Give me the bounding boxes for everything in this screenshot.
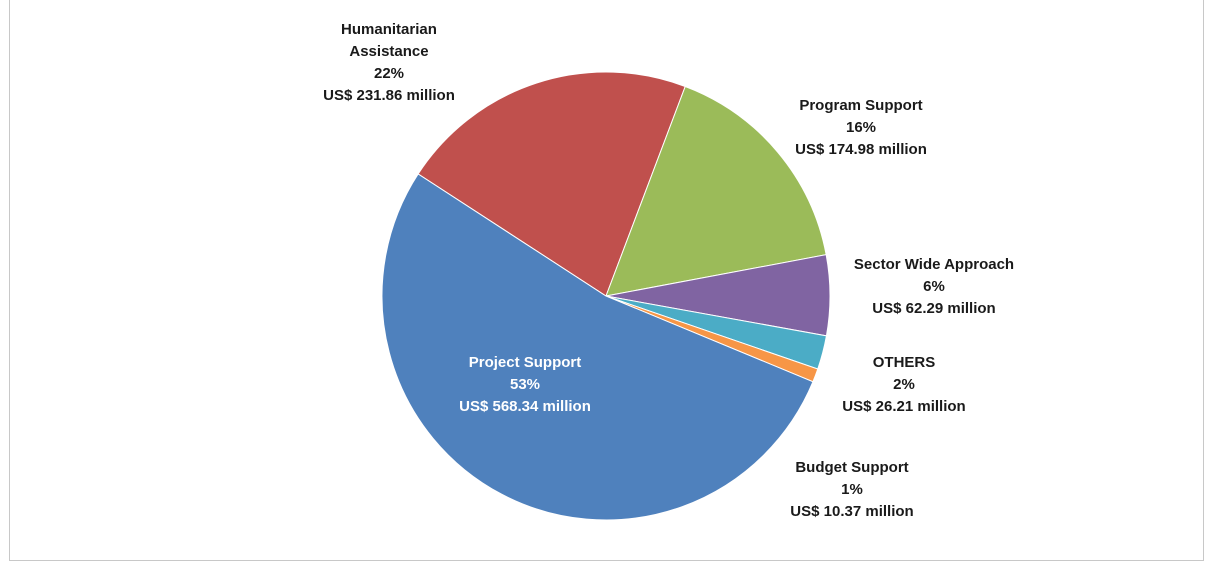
label-program-support: Program Support 16% US$ 174.98 million (795, 95, 927, 161)
label-sector-wide-approach: Sector Wide Approach 6% US$ 62.29 millio… (854, 254, 1014, 320)
slice-name-project-support: Project Support (468, 354, 582, 371)
label-budget-support: Budget Support 1% US$ 10.37 million (790, 457, 913, 523)
slice-percent-humanitarian-assistance: 22% (373, 65, 405, 82)
slice-amount-budget-support: US$ 10.37 million (790, 503, 914, 520)
slice-percent-budget-support: 1% (841, 481, 863, 498)
slice-amount-sector-wide-approach: US$ 62.29 million (872, 300, 996, 317)
slice-name-program-support: Program Support (799, 97, 923, 114)
slice-humanitarian-assistance (417, 71, 686, 297)
slice-name-humanitarian-assistance: Humanitarian Assistance (341, 21, 437, 60)
slice-percent-others: 2% (893, 376, 915, 393)
slice-name-others: OTHERS (872, 354, 936, 371)
label-project-support: Project Support 53% US$ 568.34 million (459, 352, 591, 418)
slice-percent-sector-wide-approach: 6% (923, 278, 945, 295)
slice-amount-others: US$ 26.21 million (842, 398, 966, 415)
label-humanitarian-assistance: Humanitarian Assistance 22% US$ 231.86 m… (323, 19, 455, 107)
chart-frame (9, 0, 1204, 561)
slice-amount-program-support: US$ 174.98 million (795, 141, 927, 158)
slice-amount-humanitarian-assistance: US$ 231.86 million (323, 87, 455, 104)
slice-project-support (381, 173, 814, 521)
slice-amount-project-support: US$ 568.34 million (459, 398, 591, 415)
slice-name-sector-wide-approach: Sector Wide Approach (853, 256, 1015, 273)
label-others: OTHERS 2% US$ 26.21 million (842, 352, 965, 418)
slice-program-support (605, 85, 827, 297)
slice-percent-project-support: 53% (509, 376, 541, 393)
slice-name-budget-support: Budget Support (795, 459, 909, 476)
slice-percent-program-support: 16% (845, 119, 877, 136)
